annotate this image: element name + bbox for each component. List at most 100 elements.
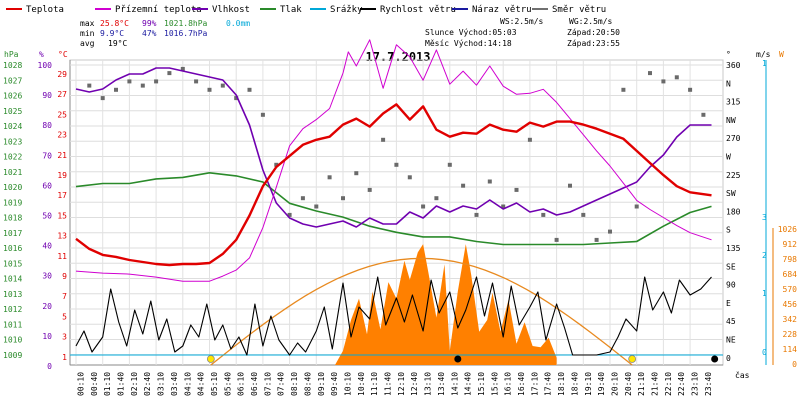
astro-info: WS:2.5m/s WG:2.5m/s Slunce Východ:05:03 … — [425, 17, 620, 48]
sunset-info: Západ:20:50 — [567, 28, 620, 37]
temp-tick-label: 11 — [57, 252, 67, 261]
temp-tick-label: 29 — [57, 70, 67, 79]
time-tick-label: 18:40 — [570, 372, 579, 396]
legend-item-srazky: Srážky — [310, 5, 363, 15]
w-tick-label: 342 — [783, 315, 798, 324]
wind-direction-point — [568, 183, 572, 188]
temp-tick-label: 1 — [62, 353, 67, 362]
time-tick-label: 17:10 — [530, 372, 539, 396]
time-tick-label: 09:40 — [330, 372, 339, 396]
time-tick-label: 07:40 — [277, 372, 286, 396]
ms-tick-label: 2 — [762, 251, 767, 260]
moonrise-marker — [454, 355, 462, 363]
temperature-line — [75, 103, 712, 267]
temp-tick-label: 27 — [57, 90, 67, 99]
axis-title-hpa: hPa — [4, 50, 19, 59]
direction-tick-label: 225 — [726, 171, 741, 180]
pct-tick-label: 80 — [42, 121, 52, 130]
data-series — [70, 39, 723, 366]
wind-direction-point — [194, 79, 199, 84]
sunrise-marker — [206, 355, 215, 363]
time-tick-label: 05:10 — [210, 372, 219, 396]
direction-tick-label: 0 — [726, 354, 731, 363]
w-tick-label: 456 — [783, 300, 798, 309]
w-tick-label: 798 — [783, 255, 798, 264]
time-tick-label: 00:40 — [90, 372, 99, 396]
time-tick-label: 01:40 — [117, 372, 126, 396]
temp-tick-label: 7 — [62, 292, 67, 301]
stat-max-press: 1021.8hPa — [164, 19, 208, 28]
hpa-tick-label: 1022 — [3, 153, 22, 162]
legend-label: Srážky — [330, 5, 363, 15]
wind-speed-summary: WS:2.5m/s — [500, 17, 544, 26]
wind-direction-point — [260, 112, 265, 117]
stat-avg-temp: 19°C — [108, 39, 127, 48]
wind-direction-point — [701, 112, 706, 117]
hpa-tick-label: 1017 — [3, 229, 22, 238]
direction-tick-label: N — [726, 79, 731, 88]
direction-tick-label: S — [726, 226, 731, 235]
stat-min-press: 1016.7hPa — [164, 29, 208, 38]
wind-speed-line — [75, 276, 712, 356]
time-tick-label: 22:40 — [677, 372, 686, 396]
ms-tick-label: 1 — [762, 59, 767, 68]
stats: max 25.8°C 99% 1021.8hPa 0.0mm min 9.9°C… — [80, 19, 250, 48]
stat-max-temp: 25.8°C — [100, 19, 129, 28]
wind-gust-summary: WG:2.5m/s — [569, 17, 613, 26]
direction-tick-label: NW — [726, 116, 736, 125]
hpa-tick-label: 1024 — [3, 122, 22, 131]
wind-direction-point — [220, 83, 225, 88]
sunrise-info: Slunce Východ:05:03 — [425, 28, 517, 37]
legend-label: Přízemní teplota — [115, 5, 202, 15]
time-tick-label: 19:40 — [597, 372, 606, 396]
direction-tick-label: 270 — [726, 134, 741, 143]
temp-tick-label: 3 — [62, 333, 67, 342]
wind-direction-point — [621, 87, 626, 92]
time-tick-label: 14:40 — [464, 372, 473, 396]
wind-direction-point — [688, 87, 693, 92]
stat-min-temp: 9.9°C — [100, 29, 124, 38]
sunset-marker — [628, 355, 637, 363]
legend-label: Teplota — [26, 5, 64, 15]
pct-tick-label: 30 — [42, 272, 52, 281]
hpa-tick-label: 1027 — [3, 76, 22, 85]
wind-direction-point — [381, 137, 386, 142]
legend-item-teplota: Teplota — [6, 5, 64, 15]
wind-direction-point — [207, 87, 212, 92]
hpa-tick-label: 1023 — [3, 137, 22, 146]
legend-item-tlak: Tlak — [260, 5, 302, 15]
time-tick-label: 03:40 — [170, 372, 179, 396]
chart-title: 17.7.2013 — [365, 50, 430, 64]
time-tick-label: 06:40 — [250, 372, 259, 396]
w-tick-label: 1026 — [778, 225, 797, 234]
wind-direction-point — [327, 175, 332, 180]
time-tick-label: 05:40 — [223, 372, 232, 396]
wind-direction-point — [514, 187, 519, 192]
moonset-info: Západ:23:55 — [567, 39, 620, 48]
time-tick-label: 11:10 — [370, 372, 379, 396]
moonrise-info: Měsíc Východ:14:18 — [425, 39, 512, 48]
temp-tick-label: 9 — [62, 272, 67, 281]
wind-direction-point — [421, 204, 426, 209]
time-tick-label: 11:40 — [384, 372, 393, 396]
wind-direction-point — [140, 83, 145, 88]
hpa-tick-label: 1014 — [3, 275, 22, 284]
temp-tick-label: 17 — [57, 191, 67, 200]
axis-title-w: W — [779, 50, 784, 59]
time-tick-label: 23:40 — [704, 372, 713, 396]
wind-direction-point — [554, 237, 559, 242]
pct-tick-label: 70 — [42, 151, 52, 160]
hpa-tick-label: 1025 — [3, 107, 22, 116]
pct-tick-label: 40 — [42, 242, 52, 251]
direction-tick-label: 135 — [726, 244, 741, 253]
wind-direction-point — [594, 237, 599, 242]
legend-label: Tlak — [280, 5, 302, 15]
pct-tick-label: 0 — [47, 362, 52, 371]
direction-tick-label: 180 — [726, 207, 741, 216]
wind-direction-point — [434, 196, 439, 201]
grid — [70, 60, 723, 365]
axis-title-ms: m/s — [756, 50, 771, 59]
astro-markers — [206, 355, 719, 363]
wind-direction-point — [447, 162, 452, 167]
time-tick-label: 16:10 — [504, 372, 513, 396]
